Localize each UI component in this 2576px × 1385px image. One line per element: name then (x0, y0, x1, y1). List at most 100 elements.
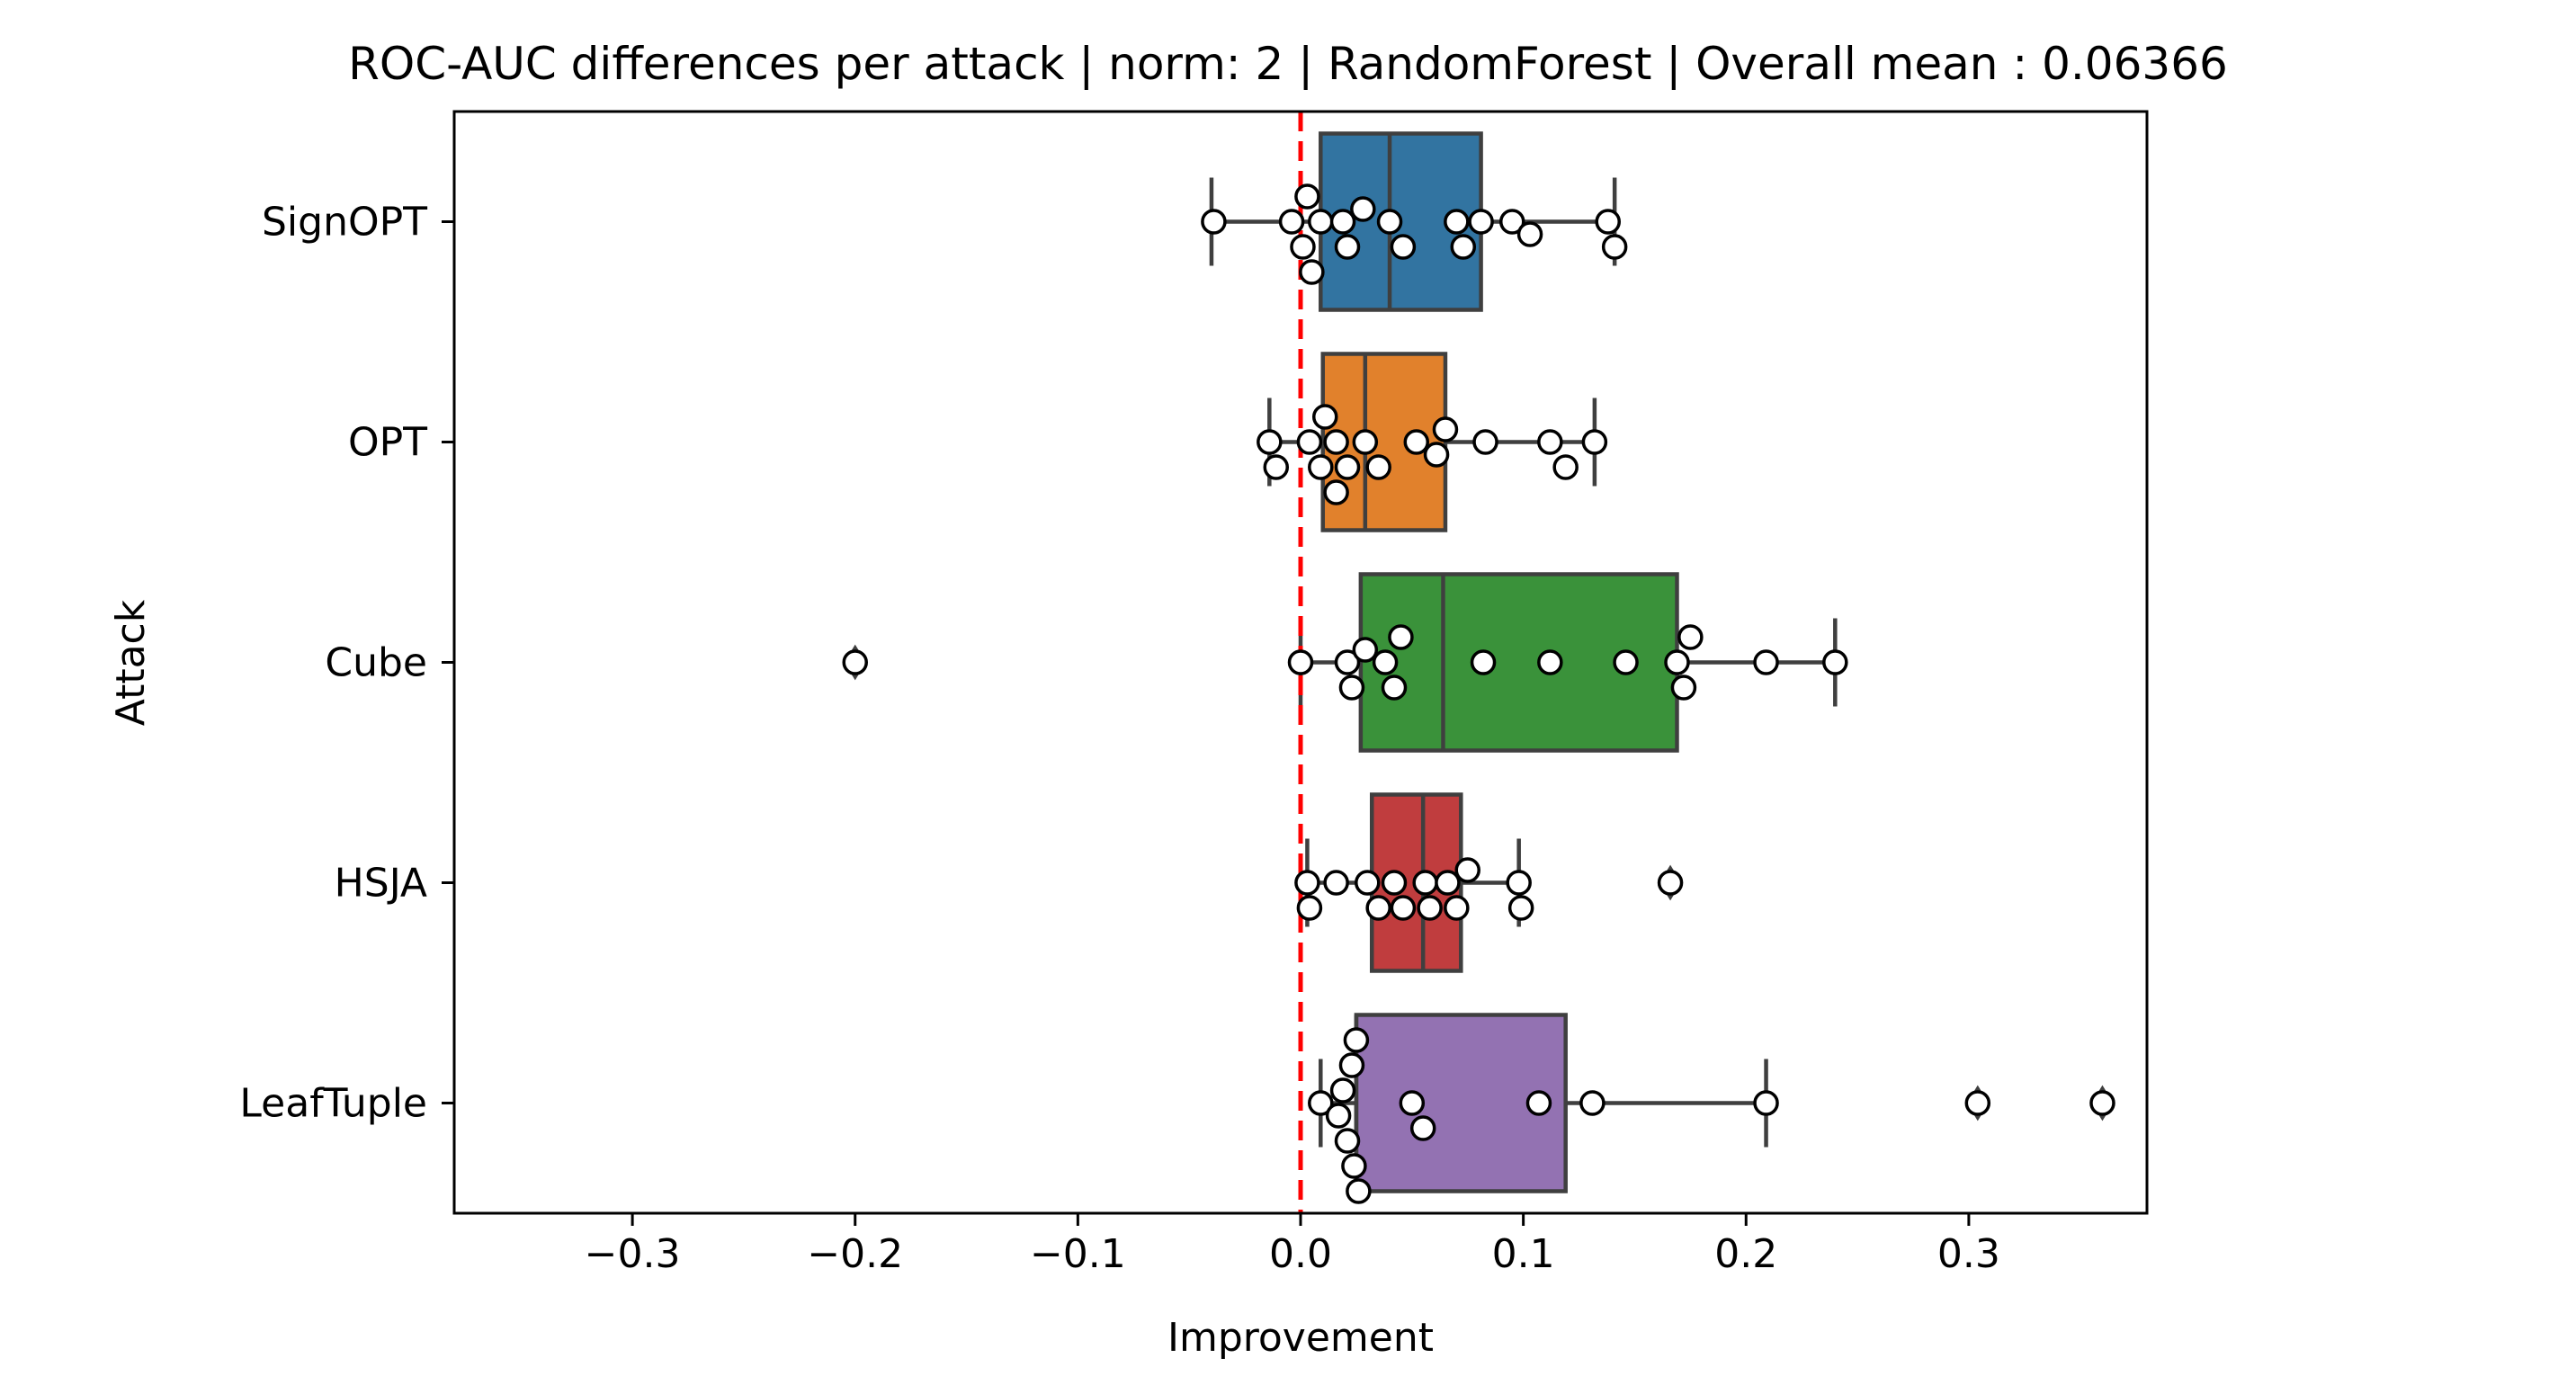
data-point (1677, 624, 1704, 650)
data-point (1278, 209, 1305, 235)
data-point (1613, 649, 1639, 675)
data-point (1338, 1052, 1365, 1078)
x-axis: −0.3 −0.2 −0.1 0.0 0.1 0.2 0.3 (585, 1213, 2000, 1277)
y-tick-label: HSJA (335, 861, 427, 907)
data-point (1403, 429, 1430, 455)
data-point (1964, 1090, 1991, 1116)
data-point (1323, 870, 1349, 896)
data-point (1468, 209, 1494, 235)
swarm-group-hsja (1294, 857, 1684, 921)
y-axis: SignOPT OPT Cube HSJA LeafTuple (239, 200, 454, 1127)
data-point (1308, 209, 1334, 235)
data-point (1423, 442, 1450, 468)
data-point (1334, 454, 1361, 480)
data-point (1263, 454, 1290, 480)
data-point (1257, 429, 1283, 455)
data-point (1329, 1077, 1356, 1104)
data-point (1399, 1090, 1426, 1116)
data-point (1311, 404, 1338, 430)
x-tick-label: −0.1 (1030, 1231, 1126, 1277)
data-point (1552, 454, 1579, 480)
data-point (1334, 649, 1361, 675)
x-axis-label: Improvement (1167, 1315, 1434, 1361)
data-point (1287, 649, 1314, 675)
swarm-group-opt (1257, 404, 1608, 505)
data-point (1294, 183, 1320, 210)
swarm-group-signopt (1201, 183, 1628, 285)
data-point (1341, 1153, 1367, 1179)
y-tick-label: Cube (325, 640, 427, 686)
data-point (1432, 416, 1459, 442)
data-point (1581, 429, 1608, 455)
data-point (1381, 870, 1408, 896)
data-point (1290, 234, 1316, 260)
data-point (1365, 895, 1391, 921)
data-point (1516, 221, 1543, 247)
data-point (1308, 1090, 1334, 1116)
y-tick-label: LeafTuple (239, 1081, 427, 1127)
plot-area (842, 112, 2115, 1213)
data-point (1579, 1090, 1606, 1116)
chart-title: ROC-AUC differences per attack | norm: 2… (348, 38, 2228, 90)
data-point (1338, 675, 1365, 701)
data-point (1595, 209, 1621, 235)
data-point (1201, 209, 1227, 235)
box-group-signopt (1209, 131, 1617, 312)
data-point (1372, 649, 1399, 675)
data-point (1753, 1090, 1779, 1116)
data-point (1323, 479, 1349, 505)
data-point (1294, 870, 1320, 896)
data-point (842, 649, 868, 675)
data-point (1296, 429, 1323, 455)
data-point (1537, 429, 1563, 455)
data-point (1388, 624, 1414, 650)
data-point (1352, 637, 1379, 663)
y-tick-label: SignOPT (262, 200, 427, 246)
data-point (1450, 234, 1477, 260)
x-tick-label: 0.2 (1714, 1231, 1777, 1277)
x-tick-label: 0.3 (1937, 1231, 2000, 1277)
data-point (1334, 234, 1361, 260)
data-point (1454, 857, 1480, 883)
data-point (1525, 1090, 1552, 1116)
data-point (1346, 1178, 1372, 1204)
x-tick-label: −0.2 (807, 1231, 903, 1277)
data-point (1308, 454, 1334, 480)
data-point (1417, 895, 1443, 921)
data-point (1537, 649, 1563, 675)
data-point (1472, 429, 1498, 455)
data-point (1657, 870, 1684, 896)
data-point (1390, 234, 1417, 260)
y-axis-label: Attack (108, 599, 154, 726)
data-point (1355, 870, 1381, 896)
data-point (1412, 870, 1438, 896)
data-point (1670, 675, 1697, 701)
data-point (1323, 429, 1349, 455)
y-tick-label: OPT (348, 420, 427, 466)
x-tick-label: 0.0 (1269, 1231, 1332, 1277)
x-tick-label: 0.1 (1492, 1231, 1555, 1277)
data-point (1506, 870, 1532, 896)
data-point (1352, 429, 1379, 455)
data-point (1299, 259, 1325, 285)
data-point (1499, 209, 1525, 235)
swarm-group-leaftuple (1308, 1027, 2115, 1204)
data-point (1470, 649, 1497, 675)
data-point (1601, 234, 1628, 260)
x-tick-label: −0.3 (585, 1231, 681, 1277)
data-point (1753, 649, 1779, 675)
data-point (1664, 649, 1690, 675)
data-point (1325, 1103, 1352, 1129)
data-point (1376, 209, 1403, 235)
data-point (1444, 209, 1470, 235)
data-point (1381, 675, 1408, 701)
data-point (1329, 209, 1356, 235)
data-point (1390, 895, 1417, 921)
data-point (1334, 1128, 1361, 1154)
data-point (1296, 895, 1323, 921)
data-point (1822, 649, 1848, 675)
data-point (2089, 1090, 2115, 1116)
data-point (1444, 895, 1470, 921)
data-point (1365, 454, 1391, 480)
